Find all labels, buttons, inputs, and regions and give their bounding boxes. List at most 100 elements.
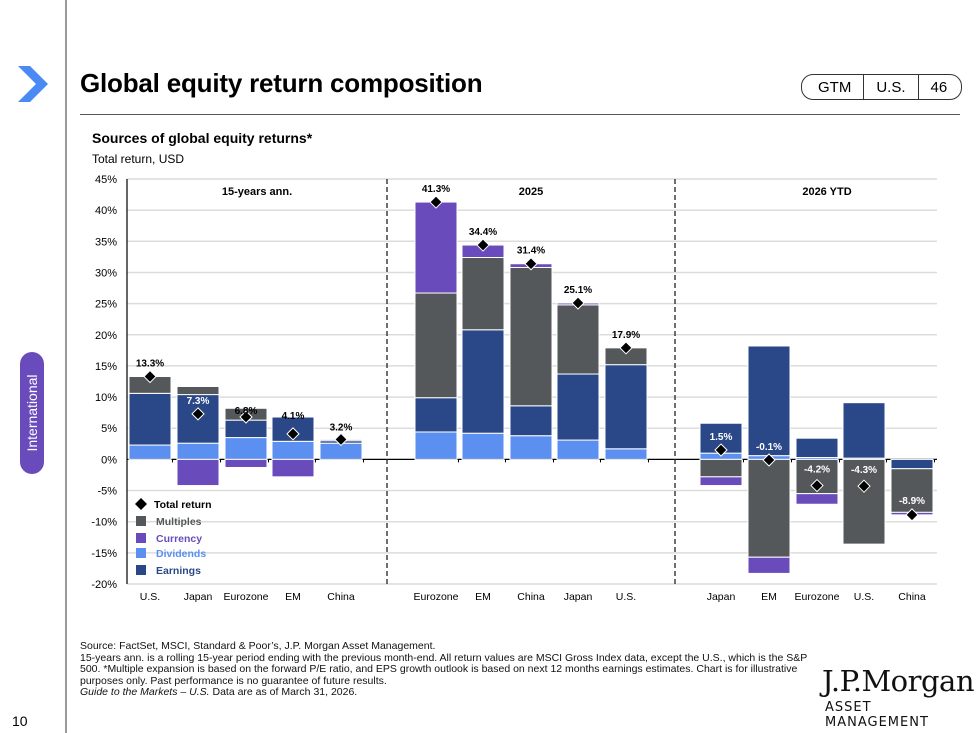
- total-return-marker: [476, 238, 490, 252]
- legend-swatch-earnings: [136, 565, 146, 575]
- x-category-label: Japan: [707, 591, 736, 603]
- badge-region: U.S.: [863, 75, 917, 99]
- total-return-marker: [810, 478, 824, 493]
- legend-label: Dividends: [156, 548, 206, 560]
- bar-segment-currency: [176, 458, 220, 487]
- footnote-guide: Guide to the Markets – U.S. Data are as …: [80, 687, 820, 699]
- badge-page: 46: [917, 75, 962, 99]
- footnote: Source: FactSet, MSCI, Standard & Poor’s…: [80, 640, 820, 699]
- total-return-marker: [286, 427, 300, 441]
- total-return-marker: [239, 410, 253, 424]
- bar-segment-multiples: [414, 292, 458, 399]
- bar-segment-earnings: [795, 437, 839, 459]
- legend-swatch-dividends: [136, 548, 146, 558]
- panel-label: 2026 YTD: [802, 186, 851, 198]
- bar-segment-dividends: [414, 431, 458, 460]
- bar-segment-currency: [795, 493, 839, 505]
- x-category-label: EM: [285, 591, 301, 603]
- bar-segment-earnings: [556, 373, 600, 441]
- total-return-label: 4.1%: [282, 411, 305, 422]
- bar-segment-dividends: [461, 432, 505, 460]
- y-tick-label: 15%: [95, 361, 117, 373]
- logo-name: J.P.Morgan: [822, 664, 975, 698]
- total-return-label: -0.1%: [756, 442, 782, 453]
- x-category-label: U.S.: [140, 591, 160, 603]
- logo-subtitle: ASSET MANAGEMENT: [825, 700, 929, 730]
- bar-segment-currency: [747, 556, 791, 574]
- bar-segment-dividends: [271, 440, 315, 460]
- gtm-badge: GTM U.S. 46: [801, 74, 963, 100]
- bar-segment-multiples: [842, 458, 886, 545]
- x-category-label: U.S.: [854, 591, 874, 603]
- left-margin-rule: [65, 0, 67, 733]
- page-number: 10: [12, 713, 28, 729]
- title-divider: [80, 114, 960, 115]
- x-category-label: Japan: [564, 591, 593, 603]
- y-tick-label: -10%: [91, 517, 117, 529]
- section-tab-international[interactable]: International: [20, 352, 44, 474]
- chart-ylabel: Total return, USD: [92, 152, 185, 166]
- bar-segment-earnings: [414, 397, 458, 433]
- total-return-marker: [571, 296, 585, 310]
- bar-segment-earnings: [509, 405, 553, 437]
- y-tick-label: 5%: [101, 423, 117, 435]
- total-return-label: -4.3%: [851, 465, 877, 476]
- total-return-marker: [334, 432, 348, 447]
- bar-segment-earnings: [604, 364, 648, 450]
- bar-segment-earnings: [747, 345, 791, 457]
- total-return-label: 6.8%: [235, 406, 258, 417]
- y-tick-label: 40%: [95, 205, 117, 217]
- footnote-guide-title: Guide to the Markets – U.S.: [80, 686, 210, 699]
- total-return-label: 25.1%: [564, 285, 592, 296]
- legend-label: Total return: [154, 499, 212, 511]
- chart-title: Sources of global equity returns*: [92, 130, 313, 146]
- x-category-label: U.S.: [616, 591, 636, 603]
- x-category-label: Eurozone: [795, 591, 840, 603]
- page-title: Global equity return composition: [80, 68, 483, 98]
- jpmorgan-logo: J.P.Morgan ASSET MANAGEMENT: [822, 664, 980, 730]
- bar-segment-dividends: [128, 444, 172, 460]
- bar-segment-dividends: [224, 437, 268, 460]
- badge-gtm: GTM: [818, 78, 852, 96]
- bar-segment-currency: [414, 201, 458, 294]
- total-return-label: 3.2%: [330, 422, 353, 433]
- bar-segment-multiples: [747, 458, 791, 558]
- legend-label: Currency: [156, 533, 202, 545]
- total-return-label: -8.9%: [899, 496, 925, 507]
- x-category-label: China: [898, 591, 926, 603]
- total-return-marker: [714, 443, 728, 457]
- bar-segment-dividends: [604, 448, 648, 460]
- bar-segment-currency: [271, 458, 315, 478]
- x-category-label: EM: [761, 591, 777, 603]
- x-category-label: EM: [475, 591, 491, 603]
- y-tick-label: -5%: [97, 486, 117, 498]
- total-return-label: 7.3%: [187, 396, 210, 407]
- bar-segment-dividends: [556, 439, 600, 460]
- bar-segment-earnings: [128, 392, 172, 446]
- x-category-label: Eurozone: [224, 591, 269, 603]
- bar-segment-dividends: [176, 442, 220, 460]
- stacked-bar-chart: 45% 40% 35% 30% 25% 20% 15% 10% 5% 0% -5% -10% -15% -…: [91, 174, 937, 603]
- legend-label: Multiples: [156, 516, 202, 528]
- y-tick-label: 10%: [95, 392, 117, 404]
- bar-segment-multiples: [699, 458, 743, 478]
- y-tick-label: 25%: [95, 299, 117, 311]
- legend-label: Earnings: [156, 565, 201, 577]
- bar-segment-earnings: [461, 329, 505, 434]
- y-tick-label: 45%: [95, 174, 117, 186]
- bar-segment-earnings: [842, 402, 886, 459]
- bar-segment-currency: [224, 458, 268, 468]
- bar-segment-multiples: [176, 385, 220, 396]
- bar-segment-multiples: [556, 304, 600, 375]
- x-category-label: China: [517, 591, 545, 603]
- total-return-marker: [191, 407, 205, 421]
- x-category-label: China: [327, 591, 355, 603]
- bar-segment-currency: [699, 476, 743, 487]
- bar-segment-multiples: [509, 266, 553, 407]
- legend-swatch-currency: [136, 533, 146, 543]
- total-return-label: 1.5%: [710, 432, 733, 443]
- total-return-marker: [762, 453, 776, 467]
- legend-swatch-multiples: [136, 516, 146, 526]
- bar-segment-multiples: [461, 257, 505, 331]
- x-category-label: Eurozone: [414, 591, 459, 603]
